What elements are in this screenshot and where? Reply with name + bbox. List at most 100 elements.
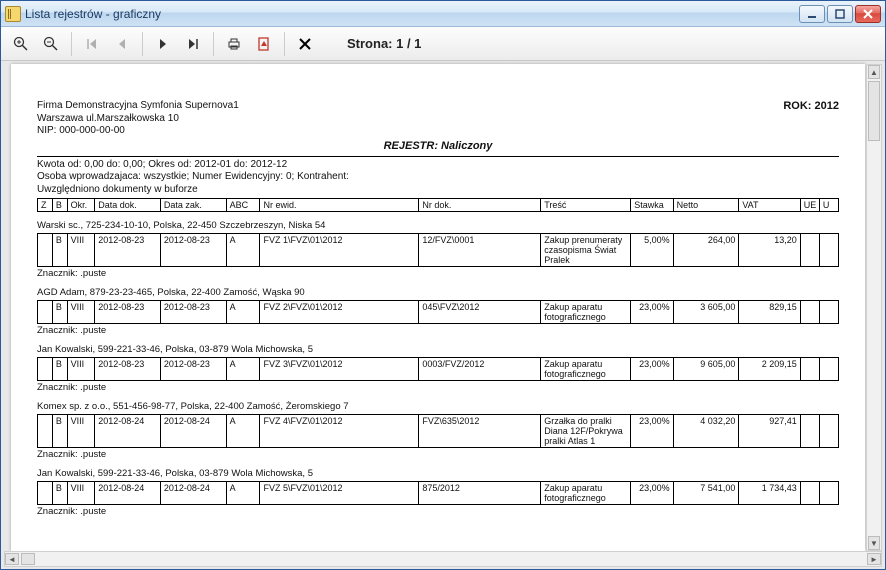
close-button[interactable] — [855, 5, 881, 23]
cell — [819, 415, 838, 448]
register-title: REJESTR: Naliczony — [37, 140, 839, 152]
cell: 23,00% — [631, 482, 673, 505]
next-page-button[interactable] — [151, 32, 175, 56]
company-name: Firma Demonstracyjna Symfonia Supernova1 — [37, 100, 239, 113]
cell: Zakup aparatu fotograficznego — [541, 301, 631, 324]
cell: Zakup prenumeraty czasopisma Świat Prale… — [541, 234, 631, 267]
last-page-icon — [185, 36, 201, 52]
cell — [800, 234, 819, 267]
cell: VIII — [67, 301, 95, 324]
customer-line: Jan Kowalski, 599-221-33-46, Polska, 03-… — [37, 344, 839, 355]
app-window: Lista rejestrów - graficzny Strona: 1 / … — [0, 0, 886, 570]
scroll-left-arrow[interactable]: ◄ — [5, 553, 19, 565]
export-pdf-button[interactable] — [252, 32, 276, 56]
cell: 2012-08-23 — [95, 234, 161, 267]
cell: VIII — [67, 415, 95, 448]
cell: FVZ\635\2012 — [419, 415, 541, 448]
page-preview[interactable]: Firma Demonstracyjna Symfonia Supernova1… — [11, 64, 865, 551]
customer-line: AGD Adam, 879-23-23-465, Polska, 22-400 … — [37, 287, 839, 298]
first-page-button[interactable] — [80, 32, 104, 56]
report-data-row: BVIII2012-08-232012-08-23AFVZ 2\FVZ\01\2… — [37, 300, 839, 324]
cell — [38, 301, 53, 324]
column-header: Okr. — [67, 199, 95, 212]
znacznik-line: Znacznik: .puste — [37, 325, 839, 336]
cell: 23,00% — [631, 415, 673, 448]
prev-page-button[interactable] — [110, 32, 134, 56]
content-area: Firma Demonstracyjna Symfonia Supernova1… — [1, 61, 885, 569]
column-header: UE — [800, 199, 819, 212]
minimize-icon — [806, 8, 818, 20]
znacznik-line: Znacznik: .puste — [37, 506, 839, 517]
cell: B — [52, 482, 67, 505]
cell: 045\FVZ\2012 — [419, 301, 541, 324]
window-controls — [799, 5, 881, 23]
cell: FVZ 5\FVZ\01\2012 — [260, 482, 419, 505]
customer-line: Warski sc., 725-234-10-10, Polska, 22-45… — [37, 220, 839, 231]
last-page-button[interactable] — [181, 32, 205, 56]
column-header: Netto — [673, 199, 739, 212]
toolbar: Strona: 1 / 1 — [1, 27, 885, 61]
cell: 2012-08-24 — [160, 482, 226, 505]
print-button[interactable] — [222, 32, 246, 56]
horizontal-scrollbar[interactable]: ◄ ► — [4, 551, 882, 567]
znacznik-line: Znacznik: .puste — [37, 382, 839, 393]
next-page-icon — [155, 36, 171, 52]
report-header-row: ZBOkr.Data dok.Data zak.ABCNr ewid.Nr do… — [37, 198, 839, 212]
column-header: Data dok. — [95, 199, 161, 212]
cell: 2012-08-23 — [160, 234, 226, 267]
cell: 2012-08-23 — [160, 358, 226, 381]
close-icon — [862, 8, 874, 20]
year-label: ROK: 2012 — [783, 100, 839, 138]
cell — [819, 482, 838, 505]
column-header: VAT — [739, 199, 800, 212]
cell — [800, 301, 819, 324]
cell: Zakup aparatu fotograficznego — [541, 482, 631, 505]
cell: 1 734,43 — [739, 482, 800, 505]
cell: 5,00% — [631, 234, 673, 267]
cell — [819, 234, 838, 267]
close-preview-button[interactable] — [293, 32, 317, 56]
cell: 2012-08-23 — [160, 301, 226, 324]
titlebar[interactable]: Lista rejestrów - graficzny — [1, 1, 885, 27]
column-header: B — [52, 199, 67, 212]
column-header: Stawka — [631, 199, 673, 212]
scroll-thumb[interactable] — [868, 81, 880, 141]
vertical-scrollbar[interactable]: ▲ ▼ — [866, 64, 882, 551]
cell: 12/FVZ\0001 — [419, 234, 541, 267]
cell: 264,00 — [673, 234, 739, 267]
cell: 23,00% — [631, 358, 673, 381]
cell: FVZ 2\FVZ\01\2012 — [260, 301, 419, 324]
scroll-up-arrow[interactable]: ▲ — [868, 65, 880, 79]
cell — [38, 358, 53, 381]
separator — [142, 32, 143, 56]
minimize-button[interactable] — [799, 5, 825, 23]
cell: 2012-08-24 — [95, 415, 161, 448]
maximize-button[interactable] — [827, 5, 853, 23]
filter-block: Kwota od: 0,00 do: 0,00; Okres od: 2012-… — [37, 159, 839, 197]
cell: A — [226, 415, 260, 448]
zoom-out-button[interactable] — [39, 32, 63, 56]
cell: 2 209,15 — [739, 358, 800, 381]
x-icon — [297, 36, 313, 52]
scroll-right-arrow[interactable]: ► — [867, 553, 881, 565]
cell: 23,00% — [631, 301, 673, 324]
column-header: Nr dok. — [419, 199, 541, 212]
cell: 927,41 — [739, 415, 800, 448]
cell: FVZ 3\FVZ\01\2012 — [260, 358, 419, 381]
cell: 13,20 — [739, 234, 800, 267]
cell: VIII — [67, 482, 95, 505]
cell: 875/2012 — [419, 482, 541, 505]
filter-line: Uwzględniono dokumenty w buforze — [37, 184, 839, 197]
scroll-thumb[interactable] — [21, 553, 35, 565]
report-page: Firma Demonstracyjna Symfonia Supernova1… — [11, 64, 865, 537]
cell: 4 032,20 — [673, 415, 739, 448]
scroll-down-arrow[interactable]: ▼ — [868, 536, 880, 550]
zoom-in-button[interactable] — [9, 32, 33, 56]
cell: B — [52, 415, 67, 448]
znacznik-line: Znacznik: .puste — [37, 449, 839, 460]
cell: 9 605,00 — [673, 358, 739, 381]
cell: 2012-08-23 — [95, 358, 161, 381]
cell — [38, 234, 53, 267]
cell: 7 541,00 — [673, 482, 739, 505]
separator — [284, 32, 285, 56]
